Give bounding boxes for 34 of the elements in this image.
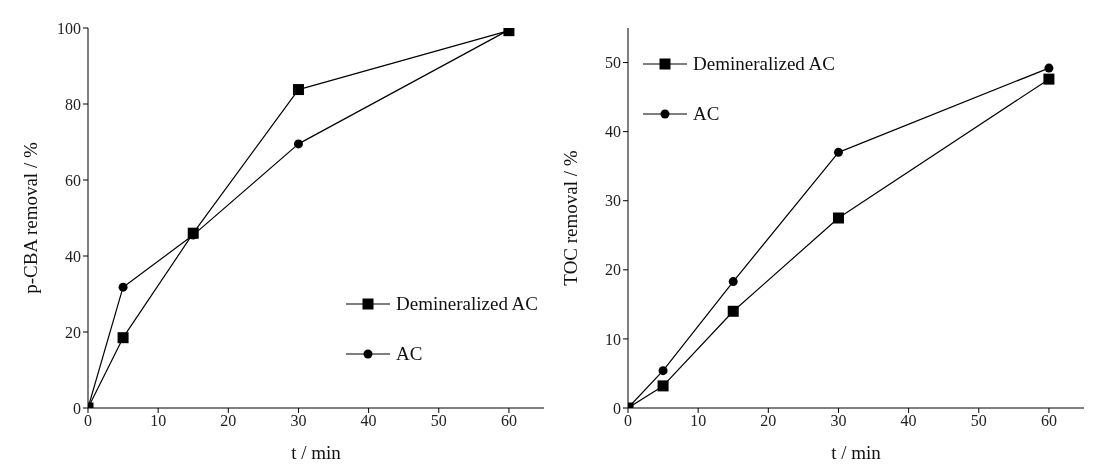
y-tick-label: 60	[65, 171, 81, 189]
y-tick-label: 0	[613, 399, 621, 417]
legend-label: Demineralized AC	[396, 293, 538, 315]
legend-label: AC	[396, 343, 423, 365]
x-tick-label: 50	[430, 412, 447, 430]
x-tick-label: 50	[970, 412, 987, 430]
y-tick-label: 20	[605, 261, 621, 279]
y-tick-label: 30	[605, 192, 621, 210]
y-axis-title: TOC removal / %	[559, 150, 581, 286]
x-axis-title: t / min	[831, 442, 882, 464]
y-tick-label: 20	[65, 323, 81, 341]
y-tick-label: 50	[605, 54, 621, 72]
y-tick-label: 40	[605, 123, 621, 141]
y-tick-label: 80	[65, 95, 81, 113]
x-tick-label: 0	[624, 412, 632, 430]
x-tick-label: 10	[150, 412, 167, 430]
y-tick-label: 0	[73, 399, 81, 417]
x-tick-label: 30	[290, 412, 307, 430]
x-tick-label: 30	[830, 412, 847, 430]
y-tick-label: 40	[65, 247, 81, 265]
y-tick-label: 100	[57, 19, 81, 37]
x-tick-label: 10	[690, 412, 707, 430]
legend-label: AC	[693, 103, 720, 125]
x-tick-label: 20	[760, 412, 777, 430]
x-tick-label: 60	[500, 412, 517, 430]
legend-label: Demineralized AC	[693, 53, 835, 75]
y-tick-label: 10	[605, 330, 621, 348]
x-tick-label: 60	[1040, 412, 1057, 430]
x-tick-label: 20	[220, 412, 237, 430]
x-tick-label: 40	[900, 412, 917, 430]
x-tick-label: 40	[360, 412, 377, 430]
x-tick-label: 0	[84, 412, 92, 430]
x-axis-title: t / min	[291, 442, 342, 464]
y-axis-title: p-CBA removal / %	[19, 142, 41, 294]
